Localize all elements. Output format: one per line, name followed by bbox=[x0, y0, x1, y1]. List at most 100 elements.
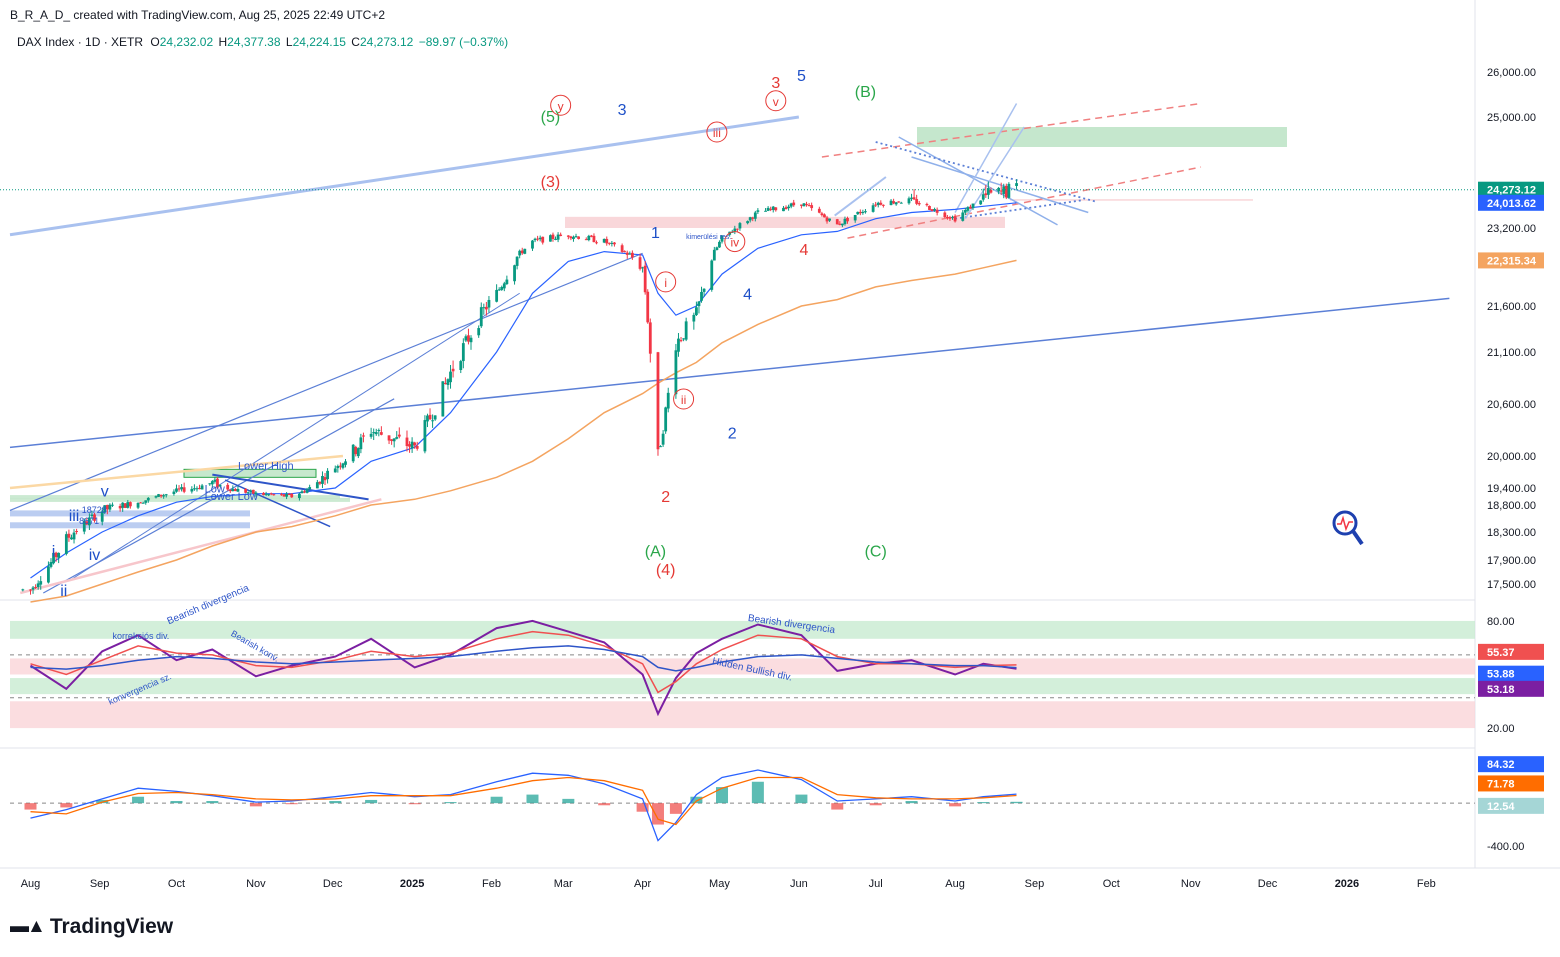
rsi-tick-label: 80.00 bbox=[1487, 616, 1515, 628]
candle-body bbox=[782, 207, 785, 212]
candle-body bbox=[623, 251, 627, 253]
candle-body bbox=[351, 444, 355, 462]
candle-body bbox=[610, 242, 614, 244]
ma-long-line bbox=[30, 259, 1017, 603]
candle-body bbox=[999, 190, 1003, 192]
candle-body bbox=[997, 187, 1001, 192]
candle-body bbox=[105, 504, 109, 510]
candle-body bbox=[638, 257, 642, 269]
candle-body bbox=[587, 235, 591, 241]
candle-body bbox=[748, 217, 752, 221]
candle-body bbox=[943, 212, 947, 218]
candle-body bbox=[700, 291, 703, 301]
candle-body bbox=[318, 481, 322, 484]
candle-body bbox=[805, 203, 808, 205]
candle-body bbox=[595, 242, 598, 244]
header-attribution: B_R_A_D_ created with TradingView.com, A… bbox=[10, 8, 386, 22]
candle-body bbox=[1004, 185, 1008, 198]
price-tick-label: 20,600.00 bbox=[1487, 399, 1536, 411]
candle-body bbox=[118, 506, 122, 509]
support-zone bbox=[1010, 199, 1253, 201]
tradingview-logo[interactable]: ▬▲ TradingView bbox=[10, 915, 173, 939]
close-label: C bbox=[351, 35, 360, 49]
candle-body bbox=[961, 212, 965, 221]
candle-body bbox=[103, 505, 107, 513]
candle-body bbox=[390, 439, 394, 441]
candle-body bbox=[315, 482, 319, 489]
candle-body bbox=[484, 306, 488, 310]
candle-body bbox=[467, 335, 470, 342]
ma-long-label-tag bbox=[1478, 252, 1544, 269]
time-tick-label: Oct bbox=[168, 878, 185, 890]
candle-body bbox=[428, 414, 432, 420]
wave-label: v bbox=[773, 95, 779, 109]
macd-value-label: 71.78 bbox=[1487, 778, 1515, 790]
candle-body bbox=[157, 494, 160, 497]
macd-histogram-bar bbox=[905, 801, 918, 804]
candle-body bbox=[246, 492, 250, 494]
macd-histogram-bar bbox=[365, 799, 378, 804]
candle-body bbox=[879, 202, 883, 205]
rsi-value-label-tag bbox=[1478, 665, 1544, 682]
candle-body bbox=[843, 218, 847, 225]
candle-body bbox=[933, 209, 936, 211]
wave-label: (B) bbox=[855, 84, 876, 101]
candle-body bbox=[136, 502, 140, 508]
candle-body bbox=[505, 279, 509, 285]
wave-label: i bbox=[52, 544, 56, 561]
candle-body bbox=[864, 211, 867, 213]
candle-body bbox=[426, 415, 429, 422]
candle-body bbox=[963, 210, 967, 213]
price-tick-label: 21,600.00 bbox=[1487, 301, 1536, 313]
candle-body bbox=[666, 392, 670, 409]
candle-body bbox=[379, 432, 383, 435]
candle-body bbox=[784, 207, 788, 210]
candle-body bbox=[664, 407, 668, 432]
candle-body bbox=[139, 502, 143, 504]
time-tick-label: Sep bbox=[1025, 878, 1045, 890]
candle-body bbox=[858, 211, 862, 214]
candle-body bbox=[93, 514, 96, 521]
macd-histogram-bar bbox=[1010, 801, 1023, 804]
tradingview-logo-icon: ▬▲ bbox=[10, 916, 46, 937]
candle-body bbox=[175, 488, 178, 492]
candle-body bbox=[87, 517, 91, 526]
candle-body bbox=[838, 223, 842, 225]
trend-line bbox=[834, 176, 887, 217]
candle-body bbox=[856, 211, 860, 215]
candle-body bbox=[500, 287, 504, 290]
time-tick-label: Nov bbox=[1181, 878, 1201, 890]
macd-histogram-bar bbox=[562, 798, 575, 804]
candle-body bbox=[482, 307, 486, 309]
macd-histogram-bar bbox=[598, 803, 611, 806]
rsi-annotation: Bearish divergencia bbox=[166, 583, 252, 628]
symbol-label[interactable]: DAX Index · 1D · XETR bbox=[17, 35, 144, 49]
candle-body bbox=[738, 223, 742, 229]
macd-line bbox=[30, 769, 1017, 842]
candle-body bbox=[1007, 183, 1011, 198]
price-annotation: Lower Low bbox=[205, 491, 258, 503]
candle-body bbox=[495, 289, 499, 302]
change-value: −89.97 (−0.37%) bbox=[418, 35, 509, 49]
wave-label: iv bbox=[730, 236, 739, 250]
candle-body bbox=[892, 201, 896, 204]
candle-body bbox=[874, 204, 878, 206]
macd-signal-line bbox=[30, 776, 1017, 826]
macd-histogram-bar bbox=[669, 803, 682, 814]
candle-body bbox=[459, 361, 463, 371]
candle-body bbox=[554, 238, 557, 240]
time-tick-label: Dec bbox=[1258, 878, 1278, 890]
magnifier-pulse bbox=[1337, 515, 1353, 532]
macd-histogram-bar bbox=[170, 801, 183, 804]
time-tick-label: Jun bbox=[790, 878, 808, 890]
price-tick-label: 17,900.00 bbox=[1487, 555, 1536, 567]
rsi-value-label-tag bbox=[1478, 680, 1544, 697]
rsi-value-label: 55.37 bbox=[1487, 647, 1515, 659]
candle-body bbox=[966, 207, 970, 211]
trend-line bbox=[964, 126, 1025, 220]
candle-body bbox=[228, 489, 232, 492]
candle-body bbox=[989, 189, 993, 193]
candle-body bbox=[449, 371, 452, 383]
trend-line bbox=[19, 498, 382, 595]
